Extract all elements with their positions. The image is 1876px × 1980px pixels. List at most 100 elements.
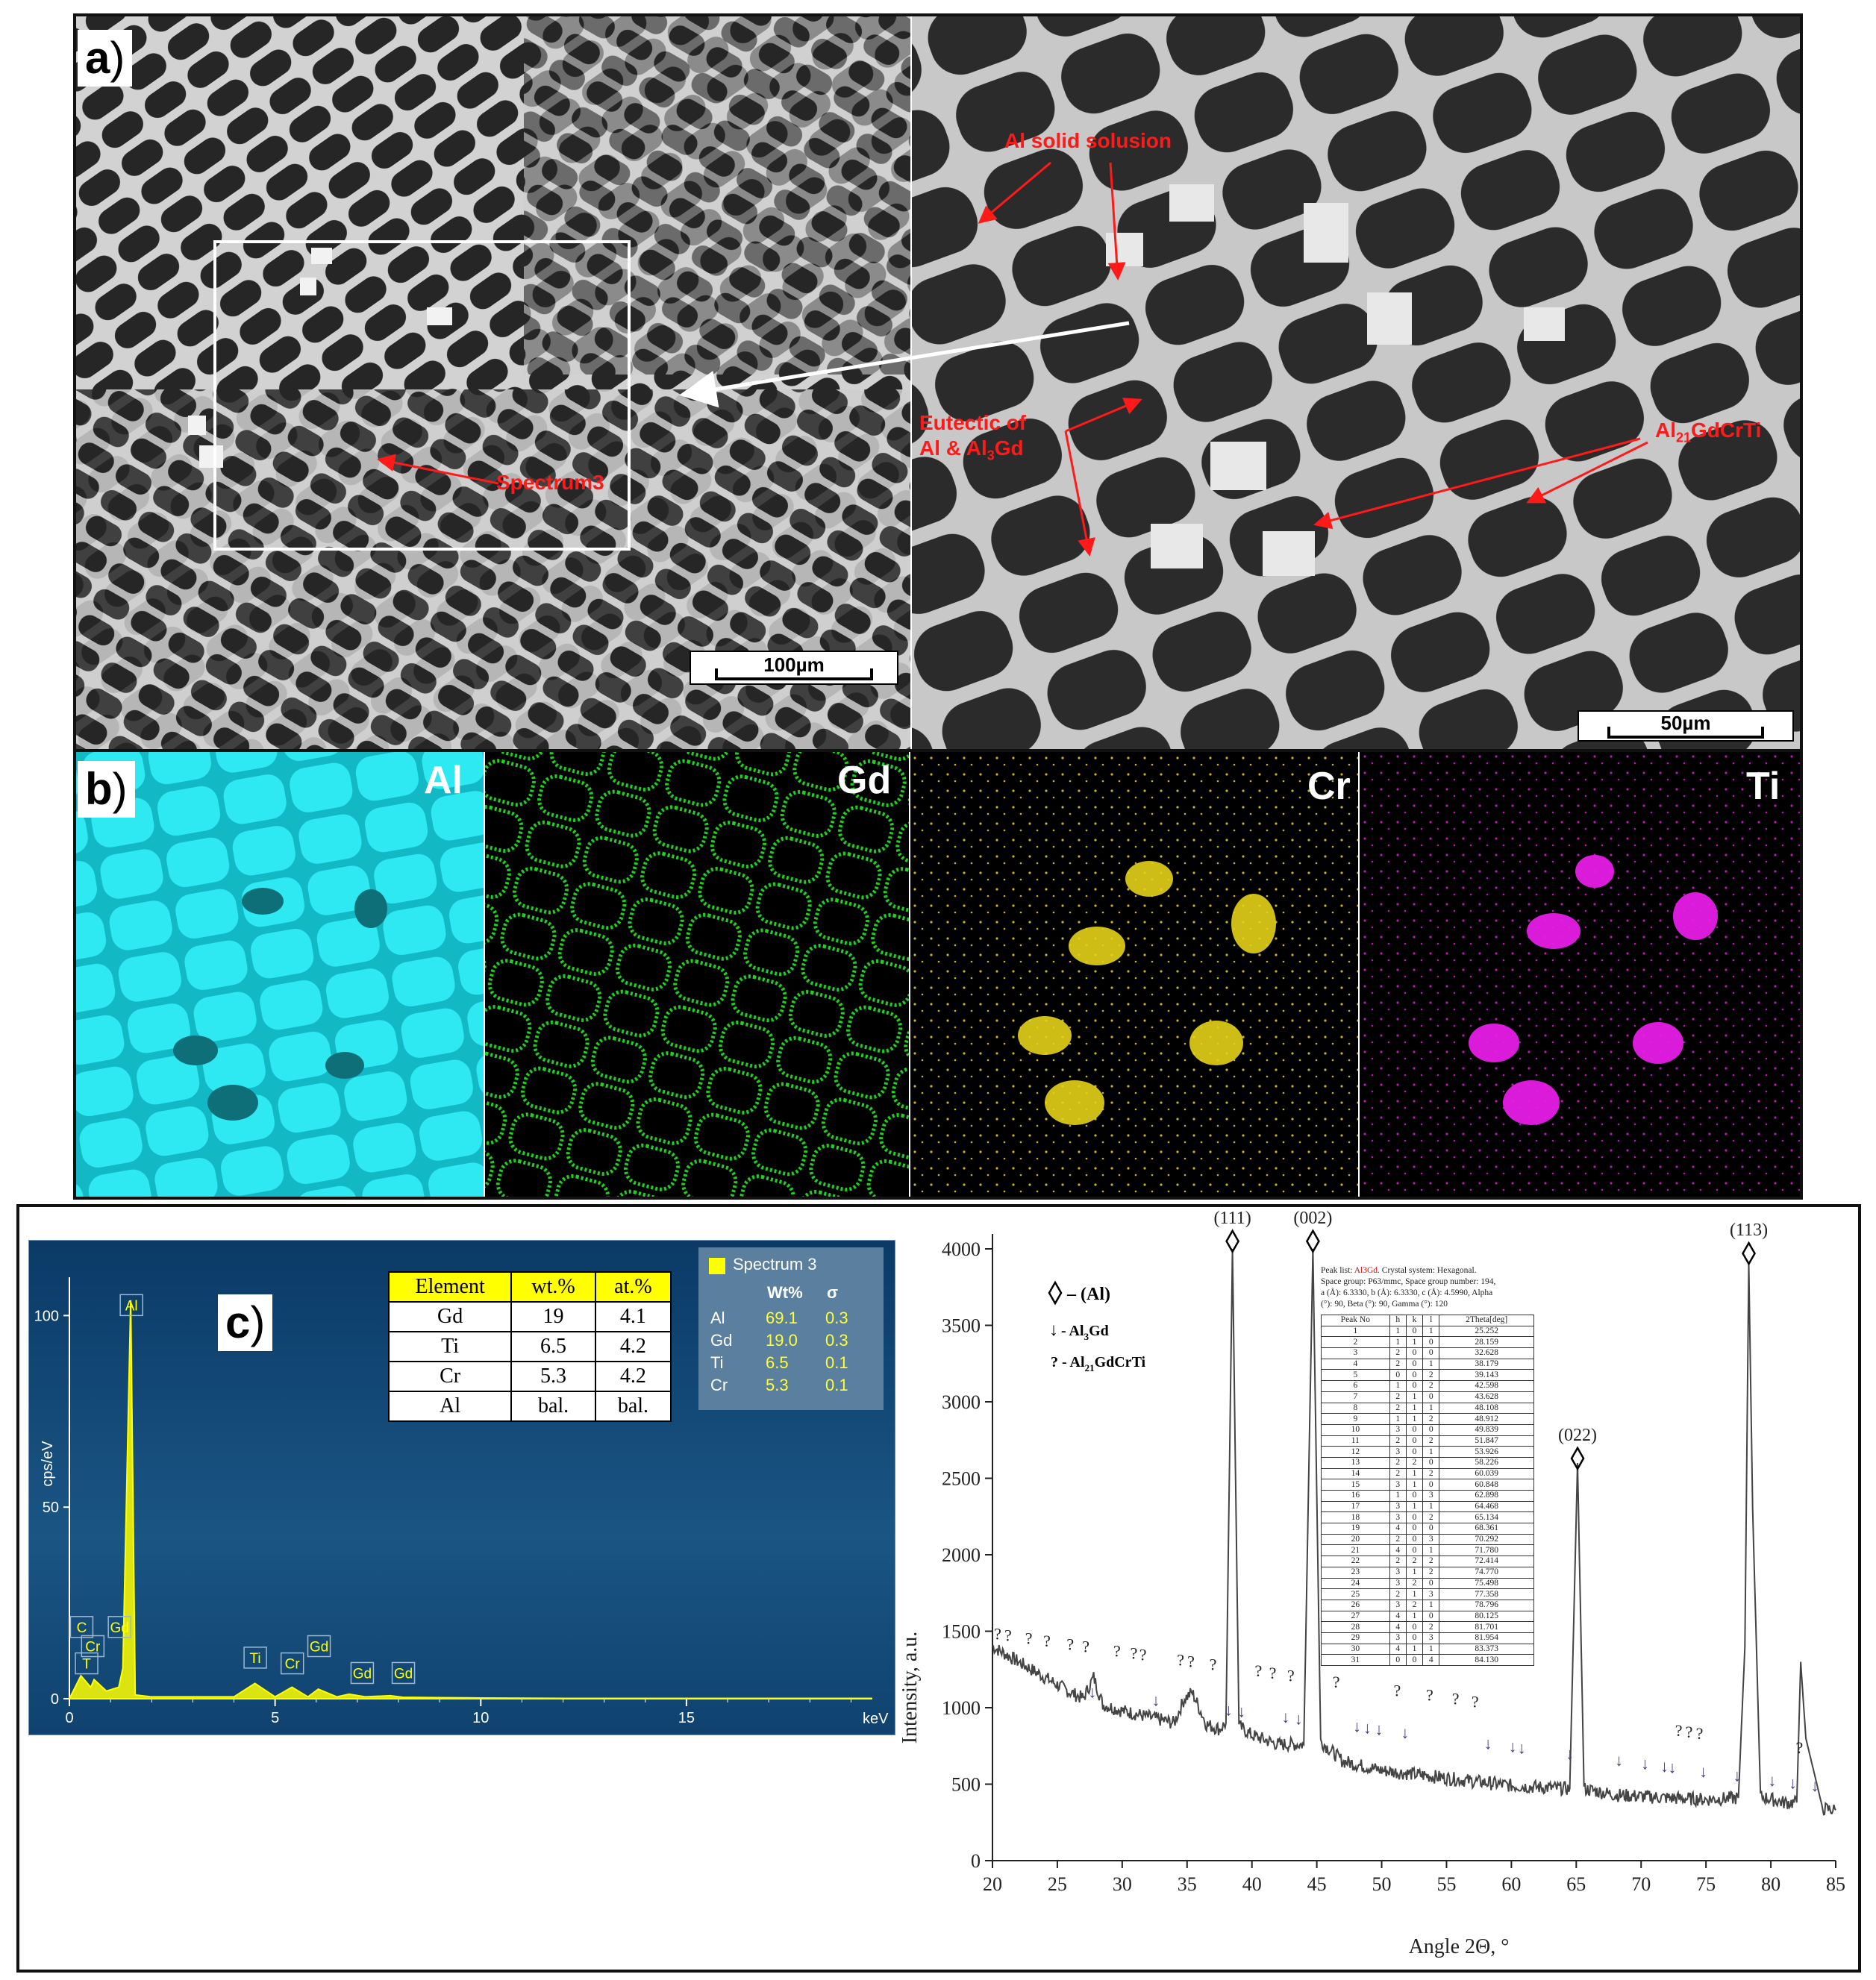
peak-cell: 4	[1389, 1544, 1407, 1557]
peak-cell: 8	[1321, 1402, 1390, 1414]
peak-cell: 0	[1405, 1435, 1424, 1447]
xrd-x-tick-label: 70	[1631, 1873, 1651, 1895]
table-row: 15 3 1 0 60.848	[1321, 1479, 1534, 1491]
peak-cell: 0	[1422, 1523, 1440, 1535]
xrd-phase-marker-question: ?	[1210, 1655, 1217, 1674]
peak-cell: 14	[1321, 1467, 1390, 1480]
peak-cell: 0	[1405, 1369, 1424, 1382]
eds-peak-tag: Al	[119, 1294, 143, 1317]
peak-cell: 5	[1321, 1369, 1390, 1382]
comp-header-element: Element	[387, 1271, 513, 1303]
peak-cell: 3	[1389, 1423, 1407, 1436]
peak-cell: 2	[1422, 1369, 1440, 1382]
table-row: 25 2 1 3 77.358	[1321, 1588, 1534, 1600]
peak-cell: 11	[1321, 1435, 1390, 1447]
peak-cell: 18	[1321, 1511, 1390, 1524]
table-row: 18 3 0 2 65.134	[1321, 1511, 1534, 1524]
eds-map-ti	[1360, 752, 1800, 1197]
peak-cell: 43.628	[1439, 1391, 1534, 1403]
table-row: 9 1 1 2 48.912	[1321, 1413, 1534, 1425]
peak-cell: 2	[1321, 1336, 1390, 1349]
peak-cell: 0	[1405, 1621, 1424, 1633]
table-row: 22 2 2 2 72.414	[1321, 1556, 1534, 1567]
xrd-phase-marker-question: ?	[1675, 1721, 1683, 1740]
xrd-phase-marker-question: ?	[1043, 1632, 1051, 1650]
xrd-phase-marker-question: ?	[1394, 1682, 1401, 1700]
svg-text:T: T	[82, 1657, 91, 1673]
peak-cell: 3	[1422, 1632, 1440, 1644]
table-row: 30 4 1 1 83.373	[1321, 1643, 1534, 1655]
map-label-gd: Gd	[837, 759, 892, 802]
panel-a-overlay	[213, 161, 1648, 557]
xrd-y-tick-label: 1500	[942, 1621, 981, 1643]
peak-cell: 38.179	[1439, 1358, 1534, 1370]
peak-cell: 51.847	[1439, 1435, 1534, 1447]
peak-cell: 74.770	[1439, 1566, 1534, 1579]
table-row: Al bal. bal.	[387, 1391, 672, 1422]
xrd-phase-marker-question: ?	[1426, 1686, 1433, 1705]
peak-cell: 1	[1389, 1380, 1407, 1392]
map-label-ti: Ti	[1746, 765, 1780, 808]
svg-text:↓: ↓	[1049, 1320, 1058, 1340]
xrd-xlabel: Angle 2Θ, °	[1409, 1935, 1510, 1958]
peak-cell: 48.912	[1439, 1413, 1534, 1425]
table-row: 1 1 0 1 25.252	[1321, 1325, 1534, 1338]
xrd-y-tick-label: 2500	[942, 1468, 981, 1490]
eds-y-tick-label: 100	[34, 1308, 59, 1324]
xrd-chart: 20 25 30 35 40 45 50 55 60 65 70 75 80 85050010001500…	[898, 1210, 1845, 1958]
xrd-y-tick-label: 4000	[942, 1238, 981, 1260]
eds-peak-tag: Gd	[391, 1661, 416, 1685]
xrd-phase-marker-arrow: ↓	[1566, 1745, 1574, 1764]
peak-cell: 25.252	[1439, 1325, 1534, 1338]
peak-cell: 3	[1389, 1599, 1407, 1611]
peak-cell: 64.468	[1439, 1500, 1534, 1513]
xrd-x-tick-label: 40	[1242, 1873, 1262, 1895]
svg-text:Ti: Ti	[250, 1651, 261, 1667]
peak-cell: 23	[1321, 1566, 1390, 1579]
peak-cell: 27	[1321, 1610, 1390, 1623]
xrd-phase-marker-arrow: ↓	[1225, 1700, 1233, 1719]
peak-cell: 7	[1321, 1391, 1390, 1403]
peak-cell: 2	[1389, 1456, 1407, 1469]
peak-cell: 81.701	[1439, 1621, 1534, 1633]
xrd-phase-marker-question: ?	[994, 1625, 1001, 1644]
peak-cell: 60.848	[1439, 1479, 1534, 1491]
svg-text:(111): (111)	[1214, 1210, 1251, 1228]
comp-header-wt: wt.%	[510, 1271, 596, 1303]
eds-y-tick-label: 50	[43, 1500, 59, 1516]
xrd-x-tick-label: 35	[1178, 1873, 1197, 1895]
table-row: Cr 5.3 4.2	[387, 1361, 672, 1392]
map-label-al: Al	[424, 759, 463, 802]
peak-cell: 1	[1389, 1413, 1407, 1425]
peak-cell: 4	[1422, 1654, 1440, 1666]
peak-cell: 29	[1321, 1632, 1390, 1644]
table-row: 13 2 2 0 58.226	[1321, 1456, 1534, 1469]
peak-cell: 0	[1405, 1490, 1424, 1502]
table-row: 11 2 0 2 51.847	[1321, 1435, 1534, 1447]
panel-b-label: b)	[78, 761, 135, 818]
comp-cell: bal.	[510, 1391, 596, 1422]
panel-c-frame	[16, 1204, 1861, 1973]
xrd-phase-marker-arrow: ↓	[1660, 1757, 1669, 1776]
peak-cell: 78.796	[1439, 1599, 1534, 1611]
xrd-x-tick-label: 60	[1501, 1873, 1521, 1895]
peak-cell: 48.108	[1439, 1402, 1534, 1414]
svg-text:Gd: Gd	[394, 1666, 413, 1682]
table-row: Ti 6.5 4.2	[387, 1331, 672, 1362]
table-row: 12 3 0 1 53.926	[1321, 1446, 1534, 1458]
xrd-phase-marker-question: ?	[1187, 1652, 1195, 1670]
panel-c-label: c)	[218, 1294, 273, 1351]
peak-cell: 1	[1405, 1588, 1424, 1600]
xrd-x-tick-label: 20	[983, 1873, 1002, 1895]
peak-cell: 0	[1389, 1654, 1407, 1666]
peak-cell: 0	[1422, 1347, 1440, 1359]
peak-cell: 4	[1321, 1358, 1390, 1370]
xrd-phase-marker-question: ?	[1287, 1666, 1295, 1685]
peak-cell: 1	[1405, 1402, 1424, 1414]
peak-cell: 1	[1405, 1413, 1424, 1425]
table-row: 21 4 0 1 71.780	[1321, 1544, 1534, 1557]
peak-cell: 2	[1405, 1599, 1424, 1611]
peak-cell: 1	[1422, 1544, 1440, 1557]
xrd-phase-marker-question: ?	[1255, 1661, 1263, 1680]
zoom-arrow	[679, 321, 1130, 408]
